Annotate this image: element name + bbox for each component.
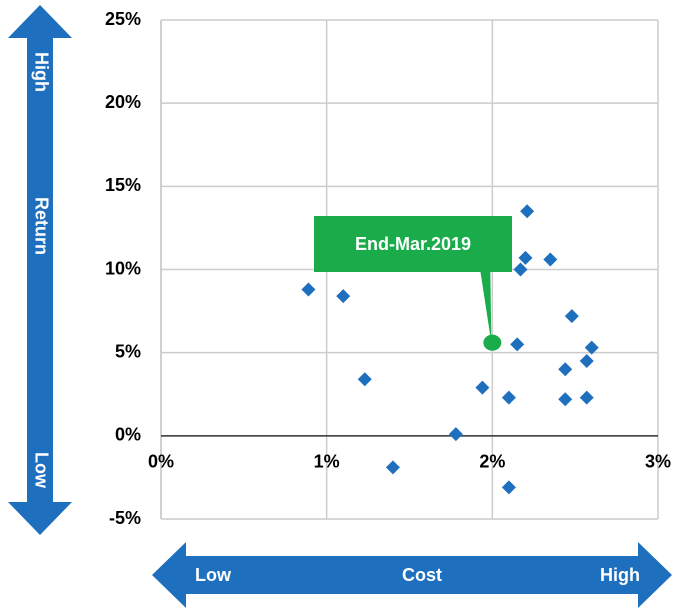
point [448, 427, 463, 442]
callout-text: End-Mar.2019 [355, 234, 471, 254]
point [558, 362, 573, 377]
y-tick-label: 15% [105, 175, 141, 195]
point [501, 390, 516, 405]
point [513, 262, 528, 277]
x-tick-label: 0% [148, 452, 174, 472]
point [579, 353, 594, 368]
point [501, 480, 516, 495]
arrow-high: High [31, 52, 51, 92]
point [543, 252, 558, 267]
point [518, 250, 533, 265]
arrow-high: High [600, 565, 640, 585]
point [558, 392, 573, 407]
y-tick-label: 5% [115, 341, 141, 361]
return-arrow: High Return Low [8, 5, 72, 535]
arrow-label: Cost [402, 565, 442, 585]
callout-box [314, 216, 512, 272]
callout-pointer [480, 271, 492, 343]
point [520, 204, 535, 219]
point [584, 340, 599, 355]
point [579, 390, 594, 405]
point [357, 372, 372, 387]
x-tick-label: 2% [479, 452, 505, 472]
point [475, 380, 490, 395]
point [301, 282, 316, 297]
x-tick-label: 1% [314, 452, 340, 472]
arrow-low: Low [195, 565, 232, 585]
x-tick-label: 3% [645, 452, 671, 472]
point [510, 337, 525, 352]
y-tick-label: -5% [109, 508, 141, 528]
y-tick-label: 25% [105, 9, 141, 29]
point [336, 289, 351, 304]
arrow-shape [8, 5, 72, 535]
arrow-low: Low [31, 452, 51, 489]
highlight-point [483, 334, 502, 351]
y-tick-label: 10% [105, 258, 141, 278]
arrow-shape [152, 542, 672, 608]
cost-arrow: Low Cost High [152, 542, 672, 608]
y-tick-label: 20% [105, 92, 141, 112]
point [564, 309, 579, 324]
point [385, 460, 400, 475]
arrow-label: Return [31, 197, 51, 255]
y-tick-label: 0% [115, 425, 141, 445]
